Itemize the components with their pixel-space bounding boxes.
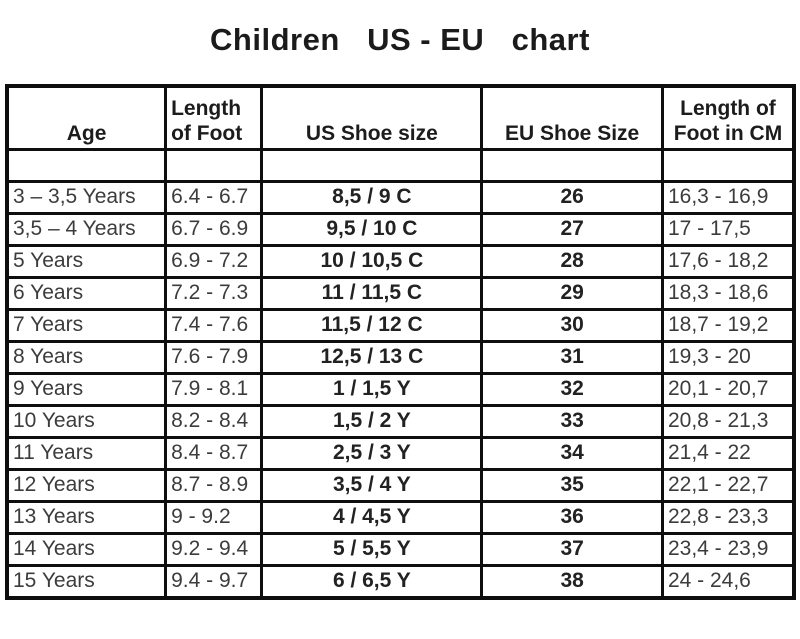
cell-age: 6 Years bbox=[5, 276, 168, 311]
cell-foot-length: 9 - 9.2 bbox=[164, 500, 264, 535]
cell-cm-length: 17,6 - 18,2 bbox=[660, 244, 796, 279]
cell-us-size: 11,5 / 12 C bbox=[260, 308, 484, 343]
spacer-cell bbox=[260, 148, 484, 183]
spacer-cell bbox=[660, 148, 796, 183]
table-row: 14 Years 9.2 - 9.4 5 / 5,5 Y 37 23,4 - 23,9 bbox=[5, 532, 796, 567]
table-row: 7 Years 7.4 - 7.6 11,5 / 12 C 30 18,7 - 19,2 bbox=[5, 308, 796, 343]
column-header-foot-in-cm: Length of Foot in CM bbox=[660, 84, 796, 151]
cell-foot-length: 6.9 - 7.2 bbox=[164, 244, 264, 279]
spacer-cell bbox=[164, 148, 264, 183]
cell-foot-length: 9.2 - 9.4 bbox=[164, 532, 264, 567]
table-row: 15 Years 9.4 - 9.7 6 / 6,5 Y 38 24 - 24,6 bbox=[5, 564, 796, 600]
cell-foot-length: 7.2 - 7.3 bbox=[164, 276, 264, 311]
table-row: 3 – 3,5 Years 6.4 - 6.7 8,5 / 9 C 26 16,3 - … bbox=[5, 180, 796, 215]
cell-eu-size: 38 bbox=[480, 564, 664, 600]
cell-cm-length: 18,3 - 18,6 bbox=[660, 276, 796, 311]
header-row: Age Length of Foot US Shoe size EU Shoe … bbox=[5, 84, 796, 151]
cell-eu-size: 26 bbox=[480, 180, 664, 215]
cell-us-size: 3,5 / 4 Y bbox=[260, 468, 484, 503]
table-row: 3,5 – 4 Years 6.7 - 6.9 9,5 / 10 C 27 17 - 1… bbox=[5, 212, 796, 247]
column-header-age: Age bbox=[5, 84, 168, 151]
cell-foot-length: 6.4 - 6.7 bbox=[164, 180, 264, 215]
cell-eu-size: 33 bbox=[480, 404, 664, 439]
cell-cm-length: 21,4 - 22 bbox=[660, 436, 796, 471]
spacer-cell bbox=[5, 148, 168, 183]
cell-cm-length: 22,8 - 23,3 bbox=[660, 500, 796, 535]
cell-cm-length: 20,1 - 20,7 bbox=[660, 372, 796, 407]
cell-eu-size: 32 bbox=[480, 372, 664, 407]
table-body: 3 – 3,5 Years 6.4 - 6.7 8,5 / 9 C 26 16,3 - … bbox=[5, 180, 796, 600]
table-row: 12 Years 8.7 - 8.9 3,5 / 4 Y 35 22,1 - 22,7 bbox=[5, 468, 796, 503]
cell-eu-size: 29 bbox=[480, 276, 664, 311]
cell-us-size: 12,5 / 13 C bbox=[260, 340, 484, 375]
cell-age: 11 Years bbox=[5, 436, 168, 471]
cell-eu-size: 27 bbox=[480, 212, 664, 247]
cell-eu-size: 35 bbox=[480, 468, 664, 503]
spacer-cell bbox=[480, 148, 664, 183]
cell-age: 3 – 3,5 Years bbox=[5, 180, 168, 215]
cell-foot-length: 6.7 - 6.9 bbox=[164, 212, 264, 247]
table-row: 9 Years 7.9 - 8.1 1 / 1,5 Y 32 20,1 - 20,7 bbox=[5, 372, 796, 407]
cell-age: 12 Years bbox=[5, 468, 168, 503]
table-row: 10 Years 8.2 - 8.4 1,5 / 2 Y 33 20,8 - 21,3 bbox=[5, 404, 796, 439]
page-title: Children US - EU chart bbox=[210, 22, 590, 57]
table-row: 8 Years 7.6 - 7.9 12,5 / 13 C 31 19,3 - 20 bbox=[5, 340, 796, 375]
table-row: 11 Years 8.4 - 8.7 2,5 / 3 Y 34 21,4 - 22 bbox=[5, 436, 796, 471]
cell-us-size: 5 / 5,5 Y bbox=[260, 532, 484, 567]
cell-eu-size: 34 bbox=[480, 436, 664, 471]
cell-cm-length: 18,7 - 19,2 bbox=[660, 308, 796, 343]
cell-cm-length: 19,3 - 20 bbox=[660, 340, 796, 375]
cell-cm-length: 24 - 24,6 bbox=[660, 564, 796, 600]
cell-foot-length: 7.9 - 8.1 bbox=[164, 372, 264, 407]
column-header-us-shoe-size: US Shoe size bbox=[260, 84, 484, 151]
cell-cm-length: 16,3 - 16,9 bbox=[660, 180, 796, 215]
table-row: 5 Years 6.9 - 7.2 10 / 10,5 C 28 17,6 - 18,2 bbox=[5, 244, 796, 279]
cell-us-size: 11 / 11,5 C bbox=[260, 276, 484, 311]
cell-eu-size: 31 bbox=[480, 340, 664, 375]
cell-age: 13 Years bbox=[5, 500, 168, 535]
cell-us-size: 10 / 10,5 C bbox=[260, 244, 484, 279]
cell-eu-size: 36 bbox=[480, 500, 664, 535]
cell-foot-length: 8.4 - 8.7 bbox=[164, 436, 264, 471]
cell-foot-length: 7.4 - 7.6 bbox=[164, 308, 264, 343]
cell-us-size: 9,5 / 10 C bbox=[260, 212, 484, 247]
column-header-length-of-foot: Length of Foot bbox=[164, 84, 264, 151]
cell-cm-length: 20,8 - 21,3 bbox=[660, 404, 796, 439]
cell-foot-length: 8.2 - 8.4 bbox=[164, 404, 264, 439]
size-conversion-table: Age Length of Foot US Shoe size EU Shoe … bbox=[5, 84, 796, 600]
cell-us-size: 2,5 / 3 Y bbox=[260, 436, 484, 471]
cell-age: 14 Years bbox=[5, 532, 168, 567]
cell-eu-size: 37 bbox=[480, 532, 664, 567]
cell-age: 5 Years bbox=[5, 244, 168, 279]
cell-us-size: 8,5 / 9 C bbox=[260, 180, 484, 215]
cell-foot-length: 7.6 - 7.9 bbox=[164, 340, 264, 375]
cell-us-size: 1 / 1,5 Y bbox=[260, 372, 484, 407]
cell-age: 7 Years bbox=[5, 308, 168, 343]
cell-foot-length: 9.4 - 9.7 bbox=[164, 564, 264, 600]
cell-age: 8 Years bbox=[5, 340, 168, 375]
cell-foot-length: 8.7 - 8.9 bbox=[164, 468, 264, 503]
cell-age: 3,5 – 4 Years bbox=[5, 212, 168, 247]
table-header: Age Length of Foot US Shoe size EU Shoe … bbox=[5, 84, 796, 183]
cell-eu-size: 30 bbox=[480, 308, 664, 343]
cell-us-size: 1,5 / 2 Y bbox=[260, 404, 484, 439]
cell-us-size: 4 / 4,5 Y bbox=[260, 500, 484, 535]
spacer-row bbox=[5, 148, 796, 183]
cell-age: 10 Years bbox=[5, 404, 168, 439]
cell-us-size: 6 / 6,5 Y bbox=[260, 564, 484, 600]
cell-age: 9 Years bbox=[5, 372, 168, 407]
cell-cm-length: 23,4 - 23,9 bbox=[660, 532, 796, 567]
cell-cm-length: 17 - 17,5 bbox=[660, 212, 796, 247]
table-row: 6 Years 7.2 - 7.3 11 / 11,5 C 29 18,3 - 18,6 bbox=[5, 276, 796, 311]
cell-eu-size: 28 bbox=[480, 244, 664, 279]
table-row: 13 Years 9 - 9.2 4 / 4,5 Y 36 22,8 - 23,3 bbox=[5, 500, 796, 535]
column-header-eu-shoe-size: EU Shoe Size bbox=[480, 84, 664, 151]
cell-age: 15 Years bbox=[5, 564, 168, 600]
cell-cm-length: 22,1 - 22,7 bbox=[660, 468, 796, 503]
